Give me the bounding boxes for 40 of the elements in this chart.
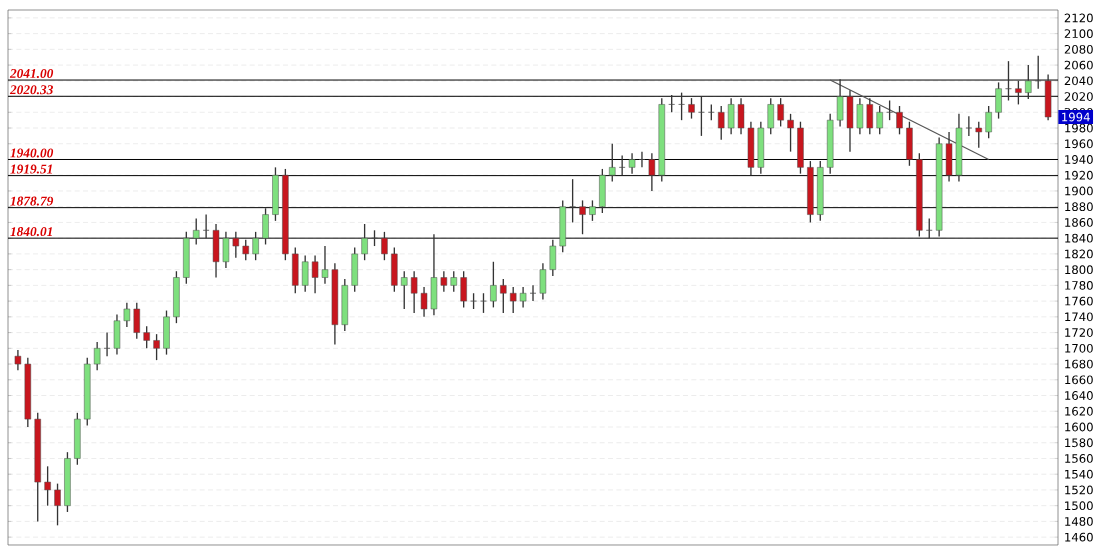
y-tick-label: 1740 xyxy=(1065,312,1093,322)
y-tick-label: 1520 xyxy=(1065,485,1093,495)
y-tick-label: 1900 xyxy=(1065,186,1093,196)
y-tick-label: 1880 xyxy=(1065,202,1093,212)
y-tick-label: 1500 xyxy=(1065,501,1093,511)
y-tick-label: 1600 xyxy=(1065,422,1093,432)
ref-line-label: 2041.00 xyxy=(9,68,54,79)
y-tick-label: 1580 xyxy=(1065,438,1093,448)
y-tick-label: 1780 xyxy=(1065,280,1093,290)
y-tick-label: 1680 xyxy=(1065,359,1093,369)
y-tick-label: 1760 xyxy=(1065,296,1093,306)
y-tick-label: 2060 xyxy=(1064,60,1093,70)
ref-line-label: 1840.01 xyxy=(10,227,52,237)
ref-line-label: 1878.79 xyxy=(10,196,54,206)
y-tick-label: 1620 xyxy=(1065,406,1093,416)
y-tick-label: 2120 xyxy=(1064,13,1093,23)
y-tick-label: 1660 xyxy=(1065,375,1093,385)
y-tick-label: 1720 xyxy=(1065,328,1093,337)
y-tick-label: 1800 xyxy=(1065,265,1093,275)
y-tick-label: 2020 xyxy=(1064,92,1093,101)
y-tick-label: 2080 xyxy=(1064,44,1093,54)
y-tick-label: 1640 xyxy=(1065,391,1093,400)
y-tick-label: 1480 xyxy=(1065,516,1093,526)
y-tick-label: 2040 xyxy=(1064,76,1093,86)
ref-line-label: 2020.33 xyxy=(9,85,53,95)
y-tick-label: 1460 xyxy=(1065,532,1093,542)
y-tick-label: 1560 xyxy=(1065,454,1093,463)
y-tick-label: 1940 xyxy=(1065,155,1093,164)
ref-line-label: 1940.00 xyxy=(10,148,54,158)
y-tick-label: 1920 xyxy=(1065,170,1093,180)
ref-line-label: 1919.51 xyxy=(10,164,52,174)
y-tick-label: 2100 xyxy=(1064,29,1093,39)
y-tick-label: 1980 xyxy=(1065,123,1093,133)
y-tick-label: 1860 xyxy=(1065,218,1093,227)
annotation: 1994 xyxy=(1062,112,1090,122)
y-tick-label: 1820 xyxy=(1065,249,1093,259)
y-tick-label: 1700 xyxy=(1065,343,1093,353)
y-tick-label: 1840 xyxy=(1065,233,1093,243)
y-tick-label: 1960 xyxy=(1065,139,1093,149)
y-tick-label: 1540 xyxy=(1065,469,1093,479)
